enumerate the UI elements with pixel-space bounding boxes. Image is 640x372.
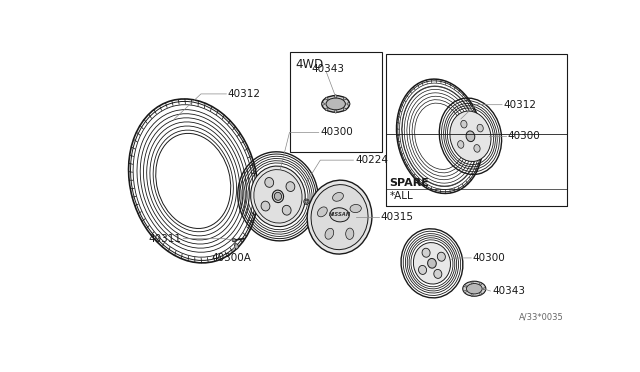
Ellipse shape bbox=[474, 145, 480, 152]
Text: 40300A: 40300A bbox=[212, 253, 252, 263]
Text: SPARE: SPARE bbox=[390, 178, 429, 188]
Ellipse shape bbox=[422, 248, 430, 257]
Ellipse shape bbox=[275, 192, 282, 201]
Ellipse shape bbox=[343, 108, 346, 111]
Bar bbox=[289, 52, 382, 153]
Ellipse shape bbox=[326, 98, 346, 110]
Ellipse shape bbox=[347, 103, 350, 105]
Text: 4WD: 4WD bbox=[296, 58, 324, 71]
Ellipse shape bbox=[413, 243, 451, 284]
Ellipse shape bbox=[307, 180, 372, 254]
Text: 40315: 40315 bbox=[380, 212, 413, 222]
Text: A/33*0035: A/33*0035 bbox=[519, 313, 564, 322]
Ellipse shape bbox=[479, 292, 482, 295]
Text: 40300: 40300 bbox=[473, 253, 506, 263]
Text: 40311: 40311 bbox=[148, 234, 182, 244]
Ellipse shape bbox=[434, 269, 442, 278]
Ellipse shape bbox=[483, 288, 486, 290]
Text: 40300: 40300 bbox=[320, 128, 353, 137]
Text: NISSAN: NISSAN bbox=[328, 212, 351, 217]
Bar bbox=[386, 54, 566, 206]
Ellipse shape bbox=[467, 283, 482, 294]
Ellipse shape bbox=[479, 283, 482, 285]
Ellipse shape bbox=[305, 200, 308, 203]
Ellipse shape bbox=[321, 103, 324, 105]
Ellipse shape bbox=[265, 177, 274, 187]
Ellipse shape bbox=[463, 281, 486, 296]
Ellipse shape bbox=[304, 199, 309, 205]
Ellipse shape bbox=[232, 239, 236, 242]
Ellipse shape bbox=[417, 106, 462, 166]
Ellipse shape bbox=[464, 285, 467, 287]
Ellipse shape bbox=[322, 96, 349, 112]
Ellipse shape bbox=[251, 166, 305, 227]
Ellipse shape bbox=[464, 291, 467, 292]
Ellipse shape bbox=[346, 228, 354, 240]
Ellipse shape bbox=[466, 131, 475, 142]
Text: 40300: 40300 bbox=[508, 131, 540, 141]
Ellipse shape bbox=[471, 294, 473, 296]
Ellipse shape bbox=[234, 244, 238, 249]
Ellipse shape bbox=[450, 111, 491, 161]
Ellipse shape bbox=[458, 141, 464, 148]
Ellipse shape bbox=[419, 266, 427, 275]
Ellipse shape bbox=[333, 192, 344, 201]
Ellipse shape bbox=[282, 205, 291, 215]
Ellipse shape bbox=[335, 110, 337, 113]
Ellipse shape bbox=[325, 97, 328, 100]
Ellipse shape bbox=[325, 108, 328, 111]
Text: *ALL: *ALL bbox=[390, 190, 413, 201]
Ellipse shape bbox=[254, 170, 302, 223]
Ellipse shape bbox=[261, 201, 270, 211]
Text: 40224: 40224 bbox=[355, 155, 388, 165]
Ellipse shape bbox=[335, 95, 337, 98]
Ellipse shape bbox=[273, 190, 284, 203]
Ellipse shape bbox=[330, 208, 349, 222]
Ellipse shape bbox=[343, 97, 346, 100]
Ellipse shape bbox=[471, 281, 473, 284]
Ellipse shape bbox=[311, 185, 368, 250]
Ellipse shape bbox=[286, 182, 295, 192]
Ellipse shape bbox=[317, 207, 327, 217]
Ellipse shape bbox=[350, 205, 362, 213]
Ellipse shape bbox=[461, 120, 467, 128]
Ellipse shape bbox=[477, 124, 483, 132]
Ellipse shape bbox=[437, 252, 445, 261]
Text: 40343: 40343 bbox=[312, 64, 344, 74]
Ellipse shape bbox=[428, 259, 436, 268]
Ellipse shape bbox=[325, 228, 333, 239]
Text: 40343: 40343 bbox=[492, 286, 525, 296]
Text: 40312: 40312 bbox=[228, 89, 261, 99]
Text: 40312: 40312 bbox=[504, 100, 536, 110]
Ellipse shape bbox=[156, 134, 231, 228]
